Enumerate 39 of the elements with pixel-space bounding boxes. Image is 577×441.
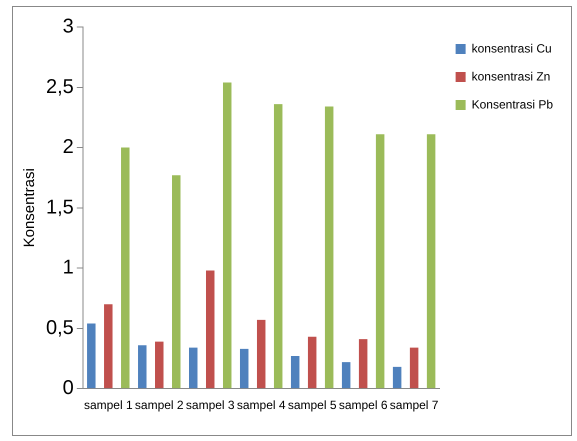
bar bbox=[426, 134, 436, 388]
bar bbox=[206, 270, 214, 388]
bar bbox=[410, 348, 418, 388]
y-tick-label: 2 bbox=[62, 136, 74, 158]
x-tick-label: sampel 3 bbox=[186, 398, 235, 412]
bar bbox=[155, 342, 164, 388]
bar bbox=[138, 345, 147, 388]
bar bbox=[274, 104, 282, 388]
bar bbox=[121, 148, 130, 388]
y-tick-label: 0,5 bbox=[46, 316, 74, 339]
bar bbox=[222, 82, 232, 388]
y-tick-label: 3 bbox=[62, 16, 74, 38]
x-tick-label: sampel 7 bbox=[390, 398, 439, 412]
bar bbox=[172, 175, 181, 388]
legend-label: Konsentrasi Pb bbox=[472, 97, 554, 112]
bar bbox=[308, 336, 316, 388]
bar bbox=[342, 362, 350, 388]
bar bbox=[376, 134, 384, 388]
y-axis-title: Konsentrasi bbox=[21, 168, 38, 248]
bar bbox=[290, 356, 300, 388]
y-tick-label: 1 bbox=[62, 256, 74, 279]
y-tick-label: 0 bbox=[62, 377, 74, 400]
legend-label: konsentrasi Cu bbox=[472, 41, 552, 56]
legend-label: konsentrasi Zn bbox=[472, 69, 550, 84]
y-tick-label: 1,5 bbox=[46, 196, 74, 218]
bar bbox=[256, 320, 266, 388]
x-tick-label: sampel 2 bbox=[134, 398, 184, 412]
bar bbox=[324, 106, 334, 388]
x-tick-label: sampel 4 bbox=[236, 398, 286, 412]
x-tick-label: sampel 1 bbox=[84, 398, 133, 412]
x-tick-label: sampel 6 bbox=[338, 398, 388, 412]
bar bbox=[87, 324, 96, 388]
y-tick-label: 2,5 bbox=[46, 76, 74, 98]
x-tick-label: sampel 5 bbox=[288, 398, 337, 412]
bar bbox=[104, 304, 113, 388]
bar bbox=[240, 348, 248, 388]
bar bbox=[189, 348, 198, 388]
bar bbox=[392, 366, 402, 388]
bar bbox=[358, 339, 368, 388]
